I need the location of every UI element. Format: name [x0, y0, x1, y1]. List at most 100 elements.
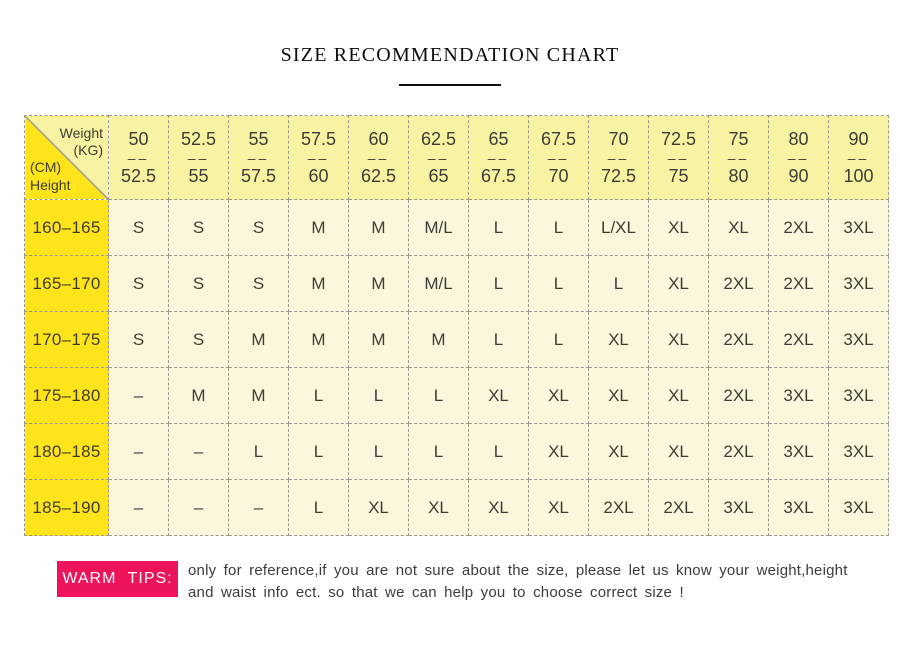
size-cell: 2XL: [768, 199, 829, 256]
size-cell: XL: [588, 423, 649, 480]
table-header-row: Weight (KG) (CM) Height 50 –– 52.5 52.5 –– 55 55 ––…: [24, 115, 889, 200]
weight-range-header: 72.5 –– 75: [648, 115, 709, 200]
size-cell: 3XL: [768, 423, 829, 480]
size-cell: L: [348, 423, 409, 480]
title-underline: [399, 84, 501, 86]
size-cell: L/XL: [588, 199, 649, 256]
height-range-header: 175–180: [24, 367, 109, 424]
range-dash: ––: [727, 149, 750, 166]
size-cell: M: [288, 199, 349, 256]
size-cell: L: [408, 367, 469, 424]
size-cell: S: [168, 199, 229, 256]
weight-max: 52.5: [120, 165, 157, 186]
weight-min: 57.5: [300, 128, 337, 149]
weight-min: 67.5: [540, 128, 577, 149]
weight-max: 62.5: [360, 165, 397, 186]
warm-tips-badge: WARM TIPS:: [57, 561, 178, 597]
tips-text: only for reference,if you are not sure a…: [188, 560, 888, 604]
size-cell: 2XL: [768, 255, 829, 312]
table-row: 170–175 S S M M M M L L XL XL 2XL 2XL 3XL: [24, 311, 889, 368]
size-cell: 2XL: [708, 367, 769, 424]
size-cell: M: [288, 255, 349, 312]
range-dash: ––: [427, 149, 450, 166]
corner-height-label: Height: [30, 177, 71, 193]
weight-range-header: 62.5 –– 65: [408, 115, 469, 200]
size-cell: M: [348, 199, 409, 256]
weight-range-header: 70 –– 72.5: [588, 115, 649, 200]
weight-min: 90: [848, 128, 869, 149]
size-cell: 2XL: [768, 311, 829, 368]
range-dash: ––: [247, 149, 270, 166]
size-cell: 2XL: [588, 479, 649, 536]
weight-min: 60: [368, 128, 389, 149]
size-cell: 3XL: [768, 479, 829, 536]
size-cell: S: [108, 199, 169, 256]
warm-tips-label: WARM TIPS:: [62, 570, 173, 587]
range-dash: ––: [787, 149, 810, 166]
weight-max: 80: [728, 165, 749, 186]
size-cell: XL: [648, 367, 709, 424]
weight-range-header: 80 –– 90: [768, 115, 829, 200]
weight-range-header: 57.5 –– 60: [288, 115, 349, 200]
size-cell: 3XL: [828, 255, 889, 312]
size-cell: XL: [528, 367, 589, 424]
size-cell: M/L: [408, 255, 469, 312]
size-cell: L: [288, 423, 349, 480]
weight-max: 57.5: [240, 165, 277, 186]
weight-range-header: 60 –– 62.5: [348, 115, 409, 200]
range-dash: ––: [547, 149, 570, 166]
height-range-header: 180–185: [24, 423, 109, 480]
size-cell: M: [228, 367, 289, 424]
page-title: SIZE RECOMMENDATION CHART: [280, 44, 620, 66]
size-cell: L: [468, 199, 529, 256]
size-cell: L: [288, 479, 349, 536]
size-cell: M: [168, 367, 229, 424]
size-cell: M: [288, 311, 349, 368]
range-dash: ––: [607, 149, 630, 166]
weight-min: 75: [728, 128, 749, 149]
size-cell: L: [468, 311, 529, 368]
size-cell: 2XL: [708, 255, 769, 312]
table-row: 165–170 S S S M M M/L L L L XL 2XL 2XL 3XL: [24, 255, 889, 312]
size-cell: L: [588, 255, 649, 312]
size-cell: L: [528, 311, 589, 368]
size-cell: 3XL: [828, 311, 889, 368]
weight-min: 50: [128, 128, 149, 149]
weight-min: 65: [488, 128, 509, 149]
tips-line-1: only for reference,if you are not sure a…: [188, 562, 848, 579]
size-cell: XL: [588, 367, 649, 424]
size-cell: 3XL: [828, 479, 889, 536]
weight-min: 80: [788, 128, 809, 149]
weight-min: 70: [608, 128, 629, 149]
weight-range-header: 67.5 –– 70: [528, 115, 589, 200]
weight-max: 70: [548, 165, 569, 186]
size-cell: 3XL: [708, 479, 769, 536]
weight-min: 55: [248, 128, 269, 149]
size-cell: M: [348, 255, 409, 312]
size-cell: XL: [468, 479, 529, 536]
size-cell: XL: [588, 311, 649, 368]
size-cell: XL: [468, 367, 529, 424]
size-cell: –: [108, 367, 169, 424]
height-range-header: 185–190: [24, 479, 109, 536]
size-cell: S: [228, 255, 289, 312]
weight-max: 75: [668, 165, 689, 186]
tips-line-2: and waist info ect. so that we can help …: [188, 584, 684, 601]
size-cell: S: [168, 311, 229, 368]
size-cell: –: [108, 479, 169, 536]
size-cell: S: [228, 199, 289, 256]
size-cell: S: [168, 255, 229, 312]
table-row: 160–165 S S S M M M/L L L L/XL XL XL 2XL 3XL: [24, 199, 889, 256]
height-range-header: 170–175: [24, 311, 109, 368]
size-cell: XL: [528, 423, 589, 480]
size-cell: 3XL: [828, 367, 889, 424]
table-row: 180–185– – L L L L L XL XL XL 2XL 3XL 3XL: [24, 423, 889, 480]
weight-min: 62.5: [420, 128, 457, 149]
size-cell: XL: [528, 479, 589, 536]
table-row: 185–190– – – L XL XL XL XL 2XL 2XL 3XL 3XL 3XL: [24, 479, 889, 536]
weight-max: 55: [188, 165, 209, 186]
height-range-header: 165–170: [24, 255, 109, 312]
weight-range-header: 52.5 –– 55: [168, 115, 229, 200]
size-cell: 2XL: [708, 423, 769, 480]
